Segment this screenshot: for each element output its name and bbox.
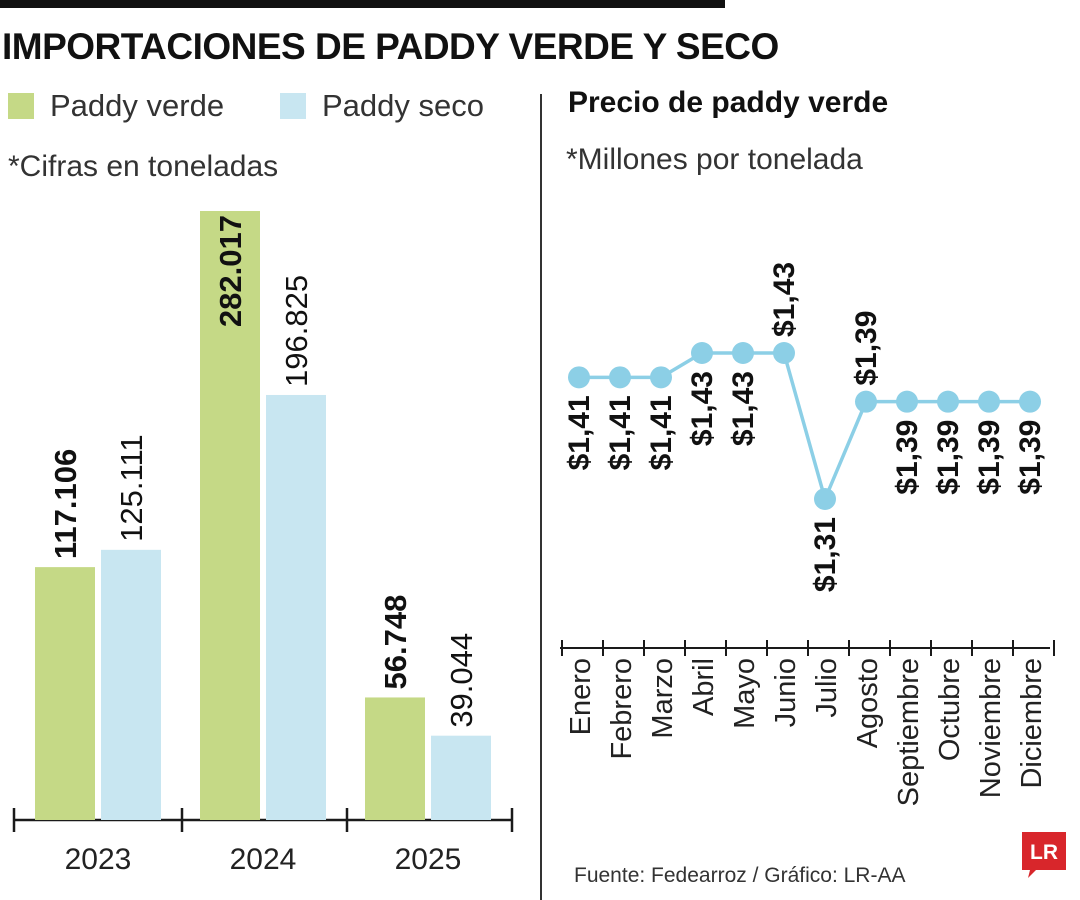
lr-logo: LR xyxy=(1022,832,1066,878)
month-label: Julio xyxy=(811,658,843,718)
legend-label-verde: Paddy verde xyxy=(50,88,225,123)
bar-2024-verde xyxy=(200,211,260,820)
data-label: $1,39 xyxy=(850,311,883,386)
svg-text:LR: LR xyxy=(1030,841,1058,864)
bar-2025-seco xyxy=(431,735,491,820)
bar-2025-verde xyxy=(365,697,425,820)
month-label: Marzo xyxy=(647,658,679,739)
legend-swatch-seco xyxy=(280,93,306,119)
right-note: *Millones por tonelada xyxy=(566,143,863,176)
data-point-agosto xyxy=(855,390,877,413)
month-label: Febrero xyxy=(606,658,638,760)
bar-value-label: 125.111 xyxy=(114,434,149,541)
bar-value-label: 117.106 xyxy=(48,449,83,559)
data-label: $1,39 xyxy=(932,420,965,495)
data-label: $1,39 xyxy=(1014,420,1047,495)
left-note: *Cifras en toneladas xyxy=(8,150,279,183)
data-point-abril xyxy=(691,342,713,364)
data-point-diciembre xyxy=(1019,390,1041,413)
bar-2024-seco xyxy=(266,394,326,820)
month-label: Octubre xyxy=(934,658,966,761)
x-tick-label: 2025 xyxy=(395,843,462,876)
month-label: Noviembre xyxy=(975,658,1007,798)
month-label: Enero xyxy=(565,658,597,735)
bar-value-label: 282.017 xyxy=(213,215,248,327)
bar-value-label: 39.044 xyxy=(444,633,479,728)
data-label: $1,39 xyxy=(891,420,924,495)
legend-swatch-verde xyxy=(8,93,34,119)
data-point-septiembre xyxy=(896,390,918,413)
x-tick-label: 2023 xyxy=(65,843,132,876)
month-label: Agosto xyxy=(852,658,884,748)
data-point-junio xyxy=(773,342,795,364)
data-label: $1,43 xyxy=(727,371,760,446)
data-label: $1,41 xyxy=(563,395,596,470)
data-point-noviembre xyxy=(978,390,1000,413)
divider xyxy=(540,94,542,900)
bar-value-label: 196.825 xyxy=(279,275,314,387)
data-label: $1,43 xyxy=(686,371,719,446)
data-label: $1,31 xyxy=(809,517,842,592)
bar-value-label: 56.748 xyxy=(378,595,413,690)
data-point-marzo xyxy=(650,366,672,389)
data-point-julio xyxy=(814,488,836,510)
month-label: Diciembre xyxy=(1016,658,1048,789)
data-label: $1,41 xyxy=(604,395,637,470)
data-point-febrero xyxy=(609,366,631,389)
x-tick-label: 2024 xyxy=(230,843,297,876)
top-rule xyxy=(0,0,725,8)
bar-2023-seco xyxy=(101,549,161,820)
month-label: Junio xyxy=(770,658,802,727)
data-point-enero xyxy=(568,366,590,389)
bar-chart: 117.106 125.111 2023 282.017 196.825 2024 56.7… xyxy=(12,211,514,876)
data-point-octubre xyxy=(937,390,959,413)
source-note: Fuente: Fedearroz / Gráfico: LR-AA xyxy=(574,864,906,887)
bar-2023-verde xyxy=(35,567,95,820)
month-label: Septiembre xyxy=(893,658,925,806)
legend-label-seco: Paddy seco xyxy=(322,88,484,123)
legend-item-paddy-seco: Paddy seco xyxy=(280,88,484,124)
data-label: $1,41 xyxy=(645,395,678,470)
chart-title: IMPORTACIONES DE PADDY VERDE Y SECO xyxy=(2,26,779,67)
right-chart-title: Precio de paddy verde xyxy=(568,86,889,119)
month-label: Abril xyxy=(688,658,720,716)
data-point-mayo xyxy=(732,342,754,364)
data-label: $1,43 xyxy=(768,262,801,337)
month-label: Mayo xyxy=(729,658,761,729)
legend-item-paddy-verde: Paddy verde xyxy=(8,88,224,124)
data-label: $1,39 xyxy=(973,420,1006,495)
